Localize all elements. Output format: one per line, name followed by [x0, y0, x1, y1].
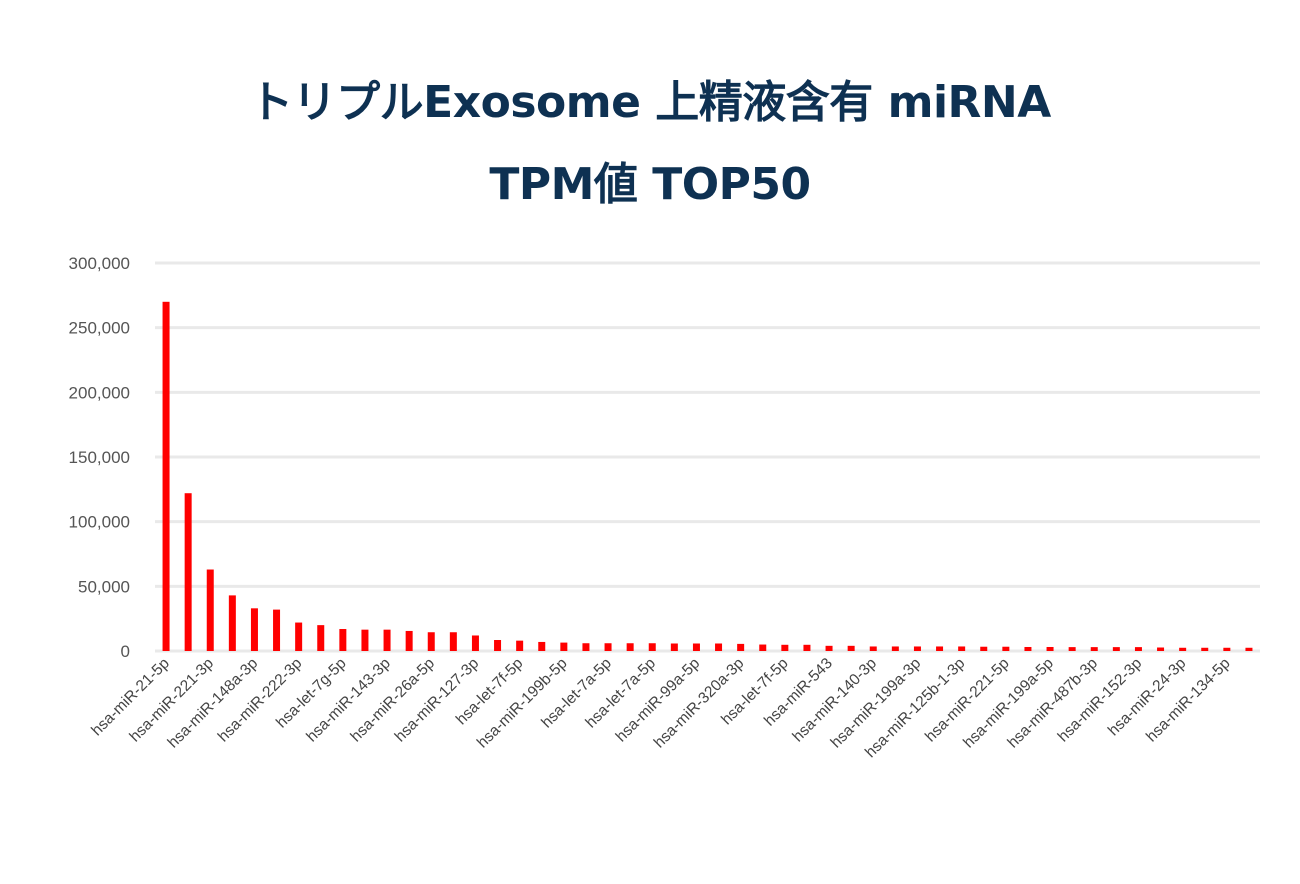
- bar: [184, 493, 192, 651]
- bar: [1068, 647, 1076, 651]
- x-tick-label: hsa-miR-24-3p: [1105, 655, 1190, 740]
- bar: [737, 643, 745, 651]
- bar: [494, 640, 502, 651]
- y-tick-label: 300,000: [69, 254, 130, 273]
- bar: [759, 644, 767, 651]
- bar: [228, 595, 236, 651]
- bar: [516, 640, 524, 651]
- chart-title-line-1: トリプルExosome 上精液含有 miRNA: [249, 77, 1051, 128]
- y-tick-label: 150,000: [69, 448, 130, 467]
- bar: [891, 646, 899, 651]
- bar: [825, 645, 833, 651]
- bar: [339, 629, 347, 651]
- y-tick-label: 0: [121, 642, 130, 661]
- bar: [847, 645, 855, 651]
- bar: [1002, 646, 1010, 651]
- bar: [1112, 647, 1120, 651]
- bar: [582, 643, 590, 651]
- x-tick-label: hsa-miR-134-5p: [1143, 655, 1234, 746]
- bar: [1223, 647, 1231, 651]
- bar: [1201, 647, 1209, 651]
- bar: [1024, 646, 1032, 651]
- bar: [1090, 647, 1098, 651]
- bar: [361, 629, 369, 651]
- bar: [250, 608, 258, 651]
- y-tick-label: 100,000: [69, 513, 130, 532]
- y-tick-label: 200,000: [69, 383, 130, 402]
- chart-title-line-2: TPM値 TOP50: [489, 159, 811, 210]
- bar: [626, 643, 634, 651]
- bar: [670, 643, 678, 651]
- bar: [648, 643, 656, 651]
- y-tick-label: 250,000: [69, 319, 130, 338]
- bar: [958, 646, 966, 651]
- bar: [295, 622, 303, 651]
- bar: [692, 643, 700, 651]
- bar: [980, 646, 988, 651]
- bar: [449, 632, 457, 651]
- bar: [1134, 647, 1142, 651]
- bar: [317, 625, 325, 651]
- x-tick-label: hsa-miR-21-5p: [88, 655, 173, 740]
- bar: [538, 641, 546, 651]
- bar: [471, 635, 479, 651]
- bar: [803, 644, 811, 651]
- bar: [604, 643, 612, 651]
- bar: [206, 569, 214, 651]
- bar: [936, 646, 944, 651]
- bar: [405, 630, 413, 651]
- bar: [273, 609, 281, 651]
- bar: [1179, 647, 1187, 651]
- bar: [162, 301, 170, 651]
- bar: [427, 632, 435, 651]
- bar: [383, 629, 391, 651]
- y-tick-label: 50,000: [78, 577, 130, 596]
- bar: [1046, 646, 1054, 651]
- bar: [1245, 647, 1253, 651]
- bar: [913, 646, 921, 651]
- bar: [715, 643, 723, 651]
- bar: [560, 642, 568, 651]
- bar: [869, 646, 877, 651]
- bar: [781, 644, 789, 651]
- bar: [1157, 647, 1165, 651]
